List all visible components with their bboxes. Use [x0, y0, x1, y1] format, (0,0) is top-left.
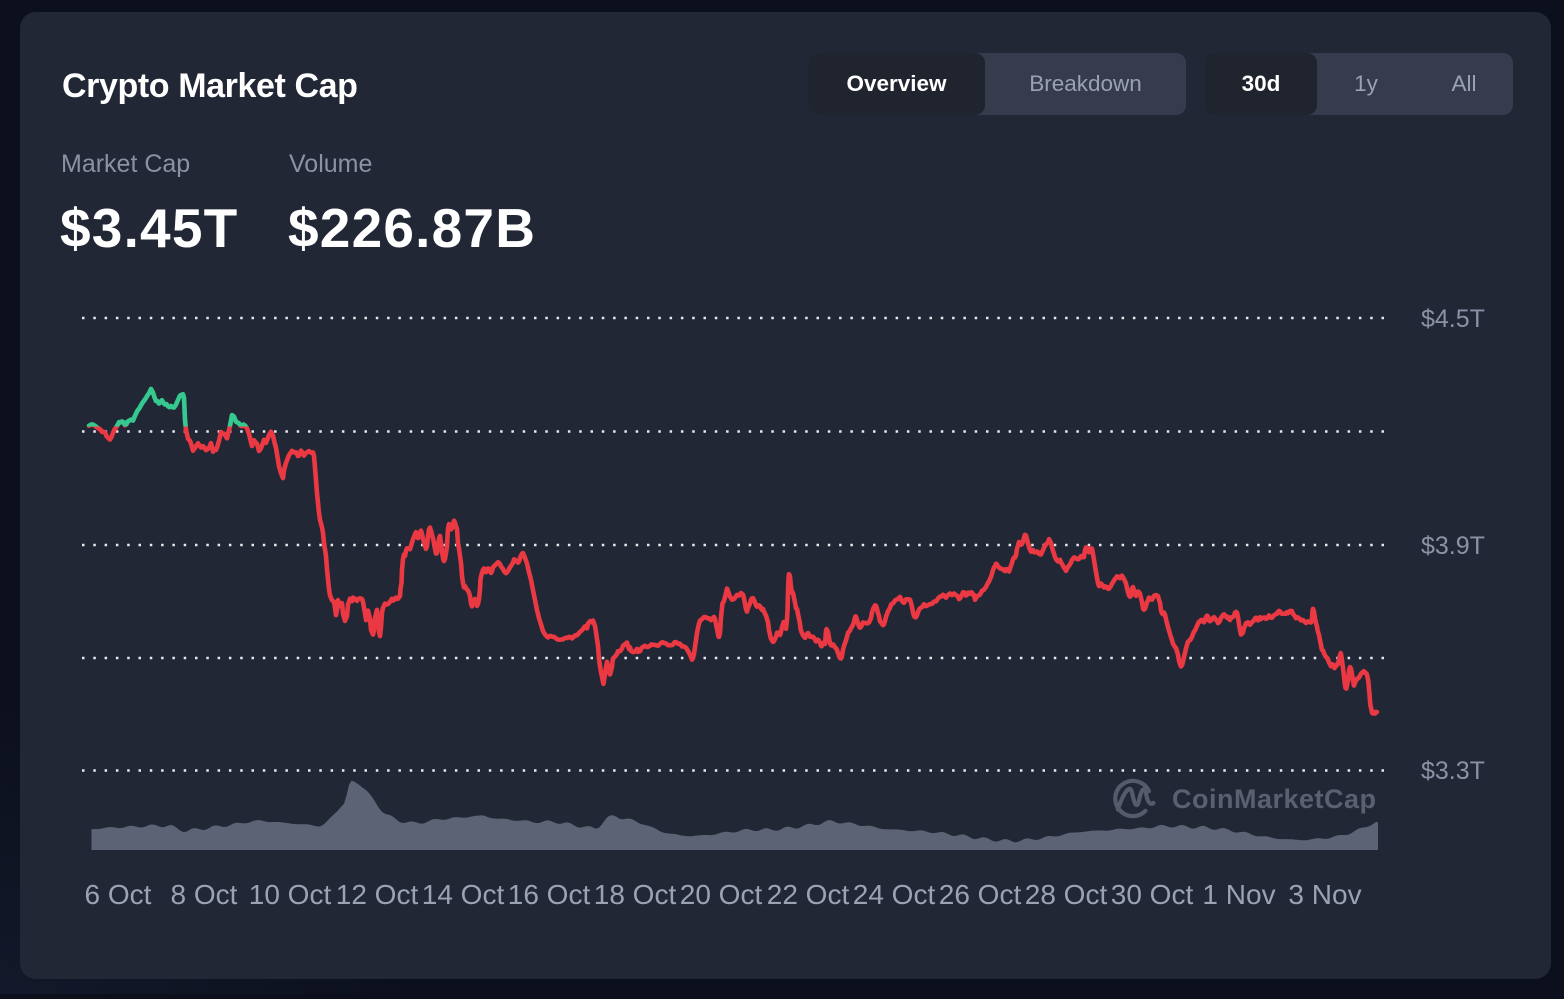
svg-text:18 Oct: 18 Oct	[594, 879, 677, 910]
svg-text:10 Oct: 10 Oct	[249, 879, 332, 910]
svg-text:24 Oct: 24 Oct	[853, 879, 936, 910]
svg-text:26 Oct: 26 Oct	[939, 879, 1022, 910]
svg-text:8 Oct: 8 Oct	[171, 879, 238, 910]
svg-text:6 Oct: 6 Oct	[85, 879, 152, 910]
svg-text:$3.9T: $3.9T	[1421, 532, 1485, 560]
svg-text:3 Nov: 3 Nov	[1288, 879, 1361, 910]
svg-text:1 Nov: 1 Nov	[1202, 879, 1275, 910]
svg-text:$3.3T: $3.3T	[1421, 757, 1485, 785]
svg-text:CoinMarketCap: CoinMarketCap	[1172, 784, 1377, 814]
svg-text:14 Oct: 14 Oct	[422, 879, 505, 910]
svg-text:20 Oct: 20 Oct	[680, 879, 763, 910]
svg-text:$4.5T: $4.5T	[1421, 305, 1485, 333]
svg-text:30 Oct: 30 Oct	[1111, 879, 1194, 910]
svg-text:12 Oct: 12 Oct	[336, 879, 419, 910]
svg-text:28 Oct: 28 Oct	[1025, 879, 1108, 910]
svg-text:16 Oct: 16 Oct	[508, 879, 591, 910]
svg-text:22 Oct: 22 Oct	[767, 879, 850, 910]
